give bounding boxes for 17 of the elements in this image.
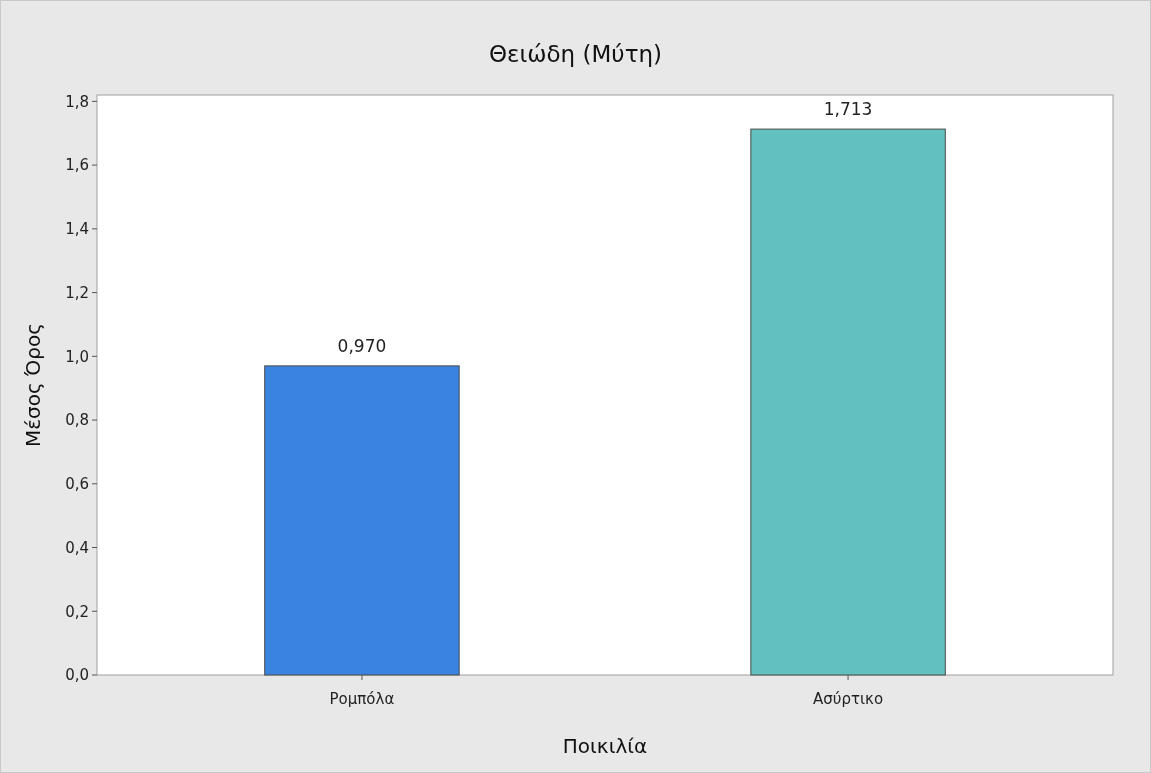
x-axis-title: Ποικιλία [562,734,648,758]
x-tick-label: Ρομπόλα [329,690,395,708]
y-axis-title: Μέσος Όρος [21,323,45,447]
y-tick-label: 0,6 [65,475,89,494]
y-tick-label: 0,2 [65,602,89,621]
y-tick-label: 0,8 [65,411,89,430]
y-tick-label: 0,4 [65,538,89,557]
chart-title: Θειώδη (Μύτη) [488,41,663,67]
y-tick-label: 1,4 [65,220,89,239]
y-tick-label: 1,8 [65,92,89,111]
x-tick-label: Ασύρτικο [813,690,884,708]
y-tick-label: 1,2 [65,283,89,302]
y-tick-label: 1,6 [65,156,89,175]
data-label: 1,713 [823,99,873,120]
y-tick-label: 1,0 [65,347,89,366]
data-label: 0,970 [337,335,387,356]
y-tick-label: 0,0 [65,666,89,685]
